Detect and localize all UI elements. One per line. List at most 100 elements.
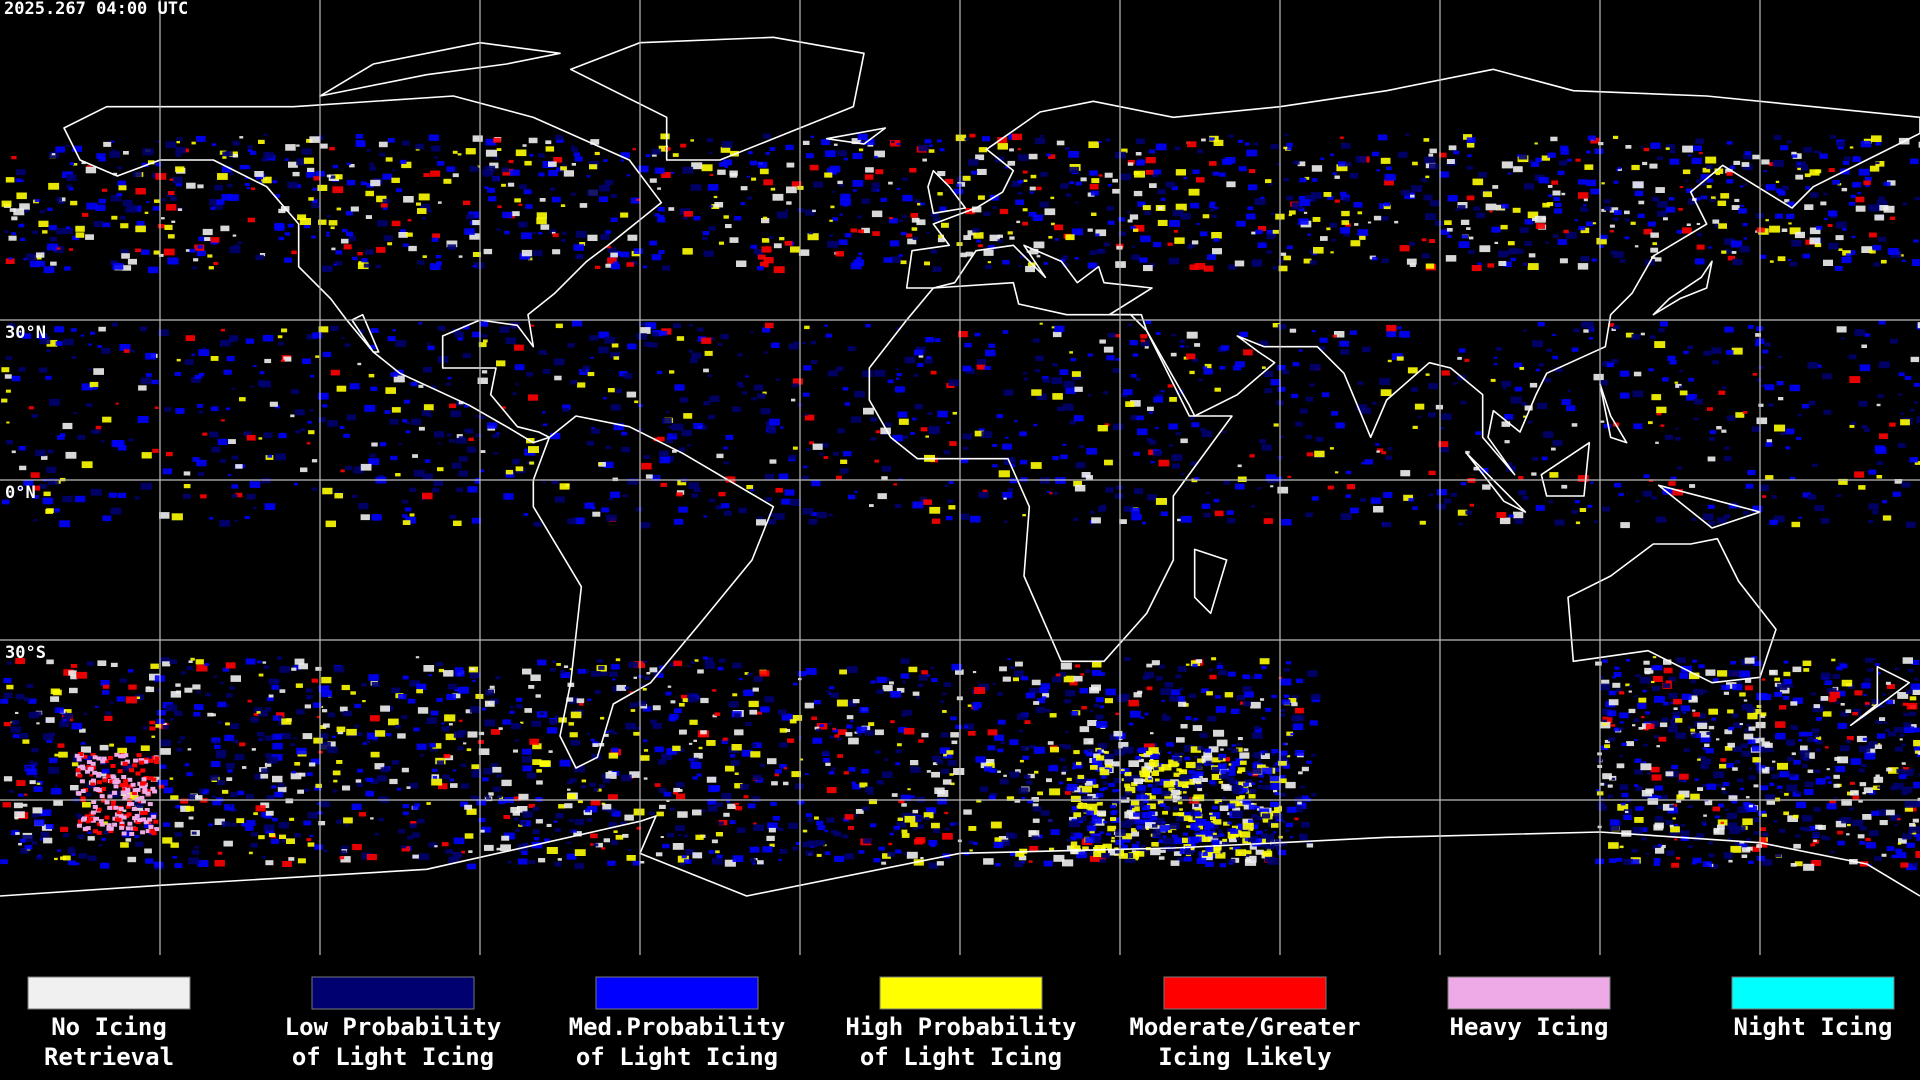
icing-pixel [1768, 162, 1775, 167]
icing-pixel [567, 518, 577, 525]
icing-pixel [155, 724, 162, 728]
icing-pixel [560, 672, 570, 678]
icing-pixel [466, 808, 477, 815]
icing-pixel [1643, 147, 1650, 152]
icing-pixel [89, 774, 94, 777]
icing-pixel [323, 849, 328, 853]
icing-pixel [644, 676, 651, 680]
icing-pixel [813, 181, 823, 188]
icing-pixel [1002, 676, 1011, 682]
icing-pixel [743, 795, 749, 799]
icing-pixel [671, 171, 675, 174]
icing-pixel [1900, 412, 1904, 415]
icing-pixel [48, 182, 60, 190]
icing-pixel [1914, 677, 1919, 681]
icing-pixel [1253, 725, 1261, 730]
icing-pixel [861, 768, 869, 774]
icing-pixel [658, 214, 665, 219]
icing-pixel [1169, 397, 1177, 402]
icing-pixel [497, 205, 502, 209]
icing-pixel [948, 379, 959, 386]
icing-pixel [1425, 213, 1436, 220]
icing-pixel [703, 401, 711, 406]
icing-pixel [643, 660, 648, 664]
icing-pixel [1127, 323, 1133, 327]
icing-pixel [518, 793, 529, 801]
icing-pixel [142, 148, 154, 156]
icing-pixel [159, 512, 170, 519]
icing-pixel [989, 768, 997, 773]
icing-pixel [1357, 211, 1363, 215]
icing-pixel [1838, 478, 1848, 485]
icing-pixel [1204, 793, 1208, 796]
icing-pixel [962, 433, 972, 440]
icing-pixel [55, 341, 63, 346]
icing-pixel [416, 743, 427, 750]
icing-pixel [409, 487, 417, 492]
icing-pixel [1147, 494, 1158, 501]
icing-pixel [812, 209, 816, 213]
icing-pixel [1863, 694, 1867, 697]
icing-pixel [749, 160, 758, 166]
icing-pixel [362, 700, 366, 703]
icing-pixel [1021, 676, 1029, 681]
icing-pixel [867, 790, 874, 795]
icing-pixel [1311, 178, 1318, 182]
icing-pixel [174, 372, 181, 377]
icing-pixel [831, 190, 836, 193]
icing-pixel [19, 203, 30, 210]
icing-pixel [1029, 249, 1039, 255]
icing-pixel [418, 426, 425, 431]
icing-pixel [227, 769, 233, 773]
icing-pixel [1795, 174, 1804, 180]
icing-pixel [1493, 356, 1497, 359]
icing-pixel [366, 777, 374, 782]
icing-pixel [229, 686, 235, 690]
icing-pixel [1819, 153, 1828, 159]
icing-pixel [1869, 830, 1879, 837]
icing-pixel [35, 449, 46, 457]
icing-pixel [966, 368, 975, 374]
icing-pixel [77, 815, 84, 820]
icing-pixel [544, 838, 550, 843]
icing-pixel [773, 243, 782, 249]
icing-pixel [122, 764, 134, 771]
icing-pixel [1164, 682, 1174, 688]
icing-pixel [1097, 743, 1108, 749]
icing-pixel [810, 135, 815, 138]
icing-pixel [1869, 249, 1876, 254]
icing-pixel [5, 389, 11, 393]
icing-pixel [929, 506, 941, 514]
icing-pixel [736, 381, 744, 386]
icing-pixel [1852, 182, 1862, 188]
icing-pixel [184, 359, 194, 366]
icing-pixel [1600, 380, 1609, 386]
icing-pixel [1775, 213, 1784, 219]
icing-pixel [1288, 214, 1292, 217]
icing-pixel [596, 788, 602, 792]
icing-pixel [1858, 768, 1865, 773]
icing-pixel [1099, 339, 1106, 344]
icing-pixel [1223, 757, 1230, 762]
icing-pixel [1835, 221, 1847, 229]
icing-pixel [224, 734, 235, 742]
icing-pixel [268, 694, 274, 698]
icing-pixel [319, 143, 328, 149]
icing-pixel [46, 659, 54, 665]
icing-pixel [1841, 187, 1848, 192]
icing-pixel [391, 177, 400, 183]
icing-pixel [276, 712, 285, 718]
icing-pixel [761, 218, 770, 224]
icing-pixel [1827, 224, 1833, 227]
icing-pixel [495, 676, 501, 680]
icing-pixel [1726, 179, 1734, 184]
icing-pixel [502, 211, 513, 219]
icing-pixel [840, 468, 849, 474]
icing-pixel [1731, 713, 1739, 718]
icing-pixel [1140, 334, 1148, 339]
icing-pixel [608, 671, 618, 677]
icing-pixel [7, 661, 12, 665]
icing-pixel [508, 159, 514, 164]
icing-pixel [118, 185, 127, 191]
icing-pixel [616, 684, 627, 691]
